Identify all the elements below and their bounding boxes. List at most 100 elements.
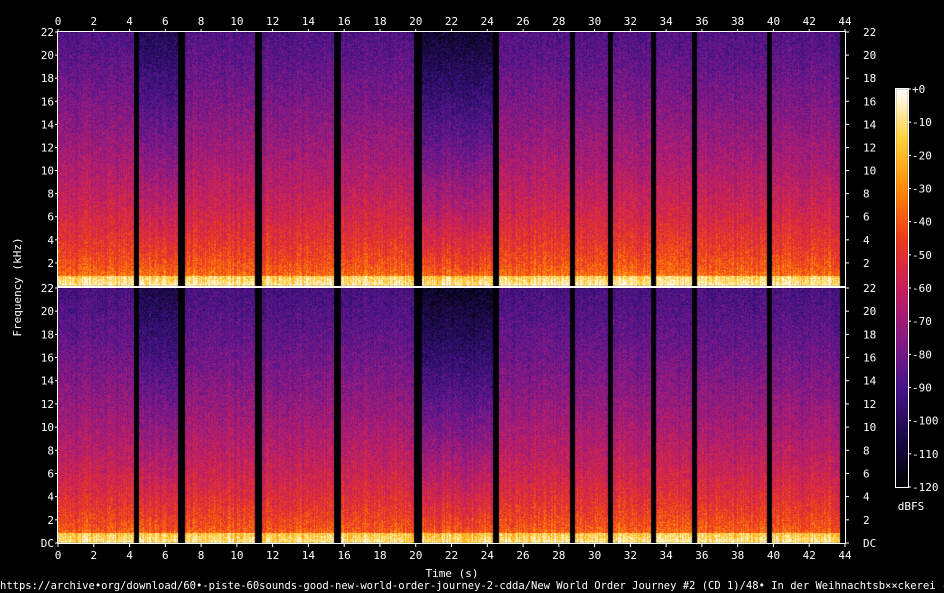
y-tick-label-right: 18 <box>863 328 876 341</box>
y-tick-label-right: 6 <box>863 467 870 480</box>
x-tick-label-top: 36 <box>695 15 708 28</box>
x-tick-label-top: 38 <box>731 15 744 28</box>
y-tick-label-right: 2 <box>863 514 870 527</box>
colorbar-tick-label: -60 <box>912 282 932 295</box>
y-tick-label-right: 22 <box>863 282 876 295</box>
colorbar-tick-label: -110 <box>912 448 939 461</box>
y-axis-label: Frequency (kHz) <box>11 237 24 336</box>
x-tick-label-top: 26 <box>516 15 529 28</box>
colorbar-tick-label: -80 <box>912 348 932 361</box>
colorbar-tick-label: -50 <box>912 249 932 262</box>
y-tick-label-right: 10 <box>863 421 876 434</box>
y-tick-label-right: 14 <box>863 118 877 131</box>
x-tick-label-bottom: 30 <box>588 549 601 562</box>
y-tick-label-left: DC <box>41 537 54 550</box>
x-tick-label-bottom: 36 <box>695 549 708 562</box>
x-axis-label: Time (s) <box>426 567 479 580</box>
y-tick-label-right: 8 <box>863 188 870 201</box>
colorbar-tick-label: -120 <box>912 481 939 494</box>
y-tick-label-right: 2 <box>863 257 870 270</box>
y-tick-label-left: 18 <box>41 72 54 85</box>
x-tick-label-top: 14 <box>302 15 316 28</box>
x-tick-label-bottom: 44 <box>838 549 852 562</box>
y-axis-right: 2 4 6 8 10 12 14 16 18 20 22 DC 2 4 6 8 10 12 14 16 18 20 22 <box>845 26 877 550</box>
y-tick-label-left: 22 <box>41 26 54 39</box>
y-tick-label-left: 14 <box>41 375 55 388</box>
x-tick-label-top: 4 <box>126 15 133 28</box>
source-url: https://archive•org/download/60•-piste-6… <box>0 580 944 592</box>
x-tick-label-top: 18 <box>373 15 386 28</box>
x-tick-label-top: 10 <box>230 15 243 28</box>
x-tick-label-bottom: 2 <box>90 549 97 562</box>
x-tick-label-top: 6 <box>162 15 169 28</box>
colorbar-tick-label: -30 <box>912 183 932 196</box>
colorbar-tick-label: -20 <box>912 149 932 162</box>
colorbar-tick-label: -100 <box>912 415 939 428</box>
y-tick-label-right: 8 <box>863 444 870 457</box>
x-tick-label-top: 20 <box>409 15 422 28</box>
y-tick-label-left: 22 <box>41 282 54 295</box>
y-tick-label-left: 2 <box>47 257 54 270</box>
y-tick-label-right: 20 <box>863 305 876 318</box>
colorbar-axis: +0 -10 -20 -30 -40 -50 -60 -70 -80 -90 -100 -110 -12… <box>908 83 939 494</box>
x-tick-label-top: 40 <box>767 15 780 28</box>
y-tick-label-left: 6 <box>47 467 54 480</box>
y-tick-label-right: 12 <box>863 141 876 154</box>
colorbar-tick-label: -10 <box>912 116 932 129</box>
colorbar-tick-label: -90 <box>912 382 932 395</box>
x-tick-label-bottom: 4 <box>126 549 133 562</box>
y-tick-label-right: 16 <box>863 352 876 365</box>
y-tick-label-right: DC <box>863 537 876 550</box>
x-tick-label-top: 16 <box>338 15 351 28</box>
y-axis-left: 2 4 6 8 10 12 14 16 18 20 22 DC 2 4 6 8 10 12 14 16 18 20 22 <box>41 26 58 550</box>
x-tick-label-top: 28 <box>552 15 565 28</box>
x-tick-label-top: 32 <box>624 15 637 28</box>
colorbar-tick-label: +0 <box>912 83 925 96</box>
x-tick-label-bottom: 16 <box>338 549 351 562</box>
x-tick-label-bottom: 42 <box>803 549 816 562</box>
x-tick-label-bottom: 22 <box>445 549 458 562</box>
x-tick-label-bottom: 38 <box>731 549 744 562</box>
x-tick-label-top: 42 <box>803 15 816 28</box>
x-tick-label-bottom: 40 <box>767 549 780 562</box>
y-tick-label-left: 4 <box>47 234 54 247</box>
x-tick-label-top: 22 <box>445 15 458 28</box>
x-tick-label-bottom: 10 <box>230 549 243 562</box>
x-tick-label-bottom: 18 <box>373 549 386 562</box>
y-tick-label-right: 12 <box>863 398 876 411</box>
y-tick-label-left: 2 <box>47 514 54 527</box>
y-tick-label-left: 14 <box>41 118 55 131</box>
colorbar-label: dBFS <box>898 500 925 513</box>
x-tick-label-bottom: 12 <box>266 549 279 562</box>
y-tick-label-left: 8 <box>47 444 54 457</box>
colorbar-tick-label: -70 <box>912 315 932 328</box>
y-tick-label-left: 20 <box>41 49 54 62</box>
y-tick-label-left: 4 <box>47 491 54 504</box>
y-tick-label-left: 12 <box>41 398 54 411</box>
x-tick-label-bottom: 6 <box>162 549 169 562</box>
x-tick-label-bottom: 24 <box>481 549 495 562</box>
colorbar-tick-label: -40 <box>912 216 932 229</box>
x-tick-label-top: 8 <box>198 15 205 28</box>
x-tick-label-top: 0 <box>55 15 62 28</box>
x-tick-label-top: 24 <box>481 15 495 28</box>
x-axis-top: 0 2 4 6 8 10 12 14 16 18 20 22 24 26 28 30 32 34 36 38 40 42 4… <box>55 15 852 32</box>
channel-1-plot-frame <box>57 31 846 287</box>
y-tick-label-right: 4 <box>863 234 870 247</box>
colorbar-frame <box>895 88 909 488</box>
x-axis-bottom: 0 2 4 6 8 10 12 14 16 18 20 22 24 26 28 30 32 34 36 38 40 42 4… <box>55 543 852 562</box>
y-tick-label-right: 6 <box>863 211 870 224</box>
x-tick-label-bottom: 20 <box>409 549 422 562</box>
y-tick-label-left: 18 <box>41 328 54 341</box>
x-tick-label-top: 30 <box>588 15 601 28</box>
y-tick-label-left: 20 <box>41 305 54 318</box>
x-tick-label-bottom: 34 <box>660 549 674 562</box>
x-tick-label-top: 12 <box>266 15 279 28</box>
y-tick-label-left: 10 <box>41 421 54 434</box>
y-tick-label-right: 22 <box>863 26 876 39</box>
y-tick-label-right: 10 <box>863 165 876 178</box>
x-tick-label-top: 34 <box>660 15 674 28</box>
y-tick-label-left: 8 <box>47 188 54 201</box>
